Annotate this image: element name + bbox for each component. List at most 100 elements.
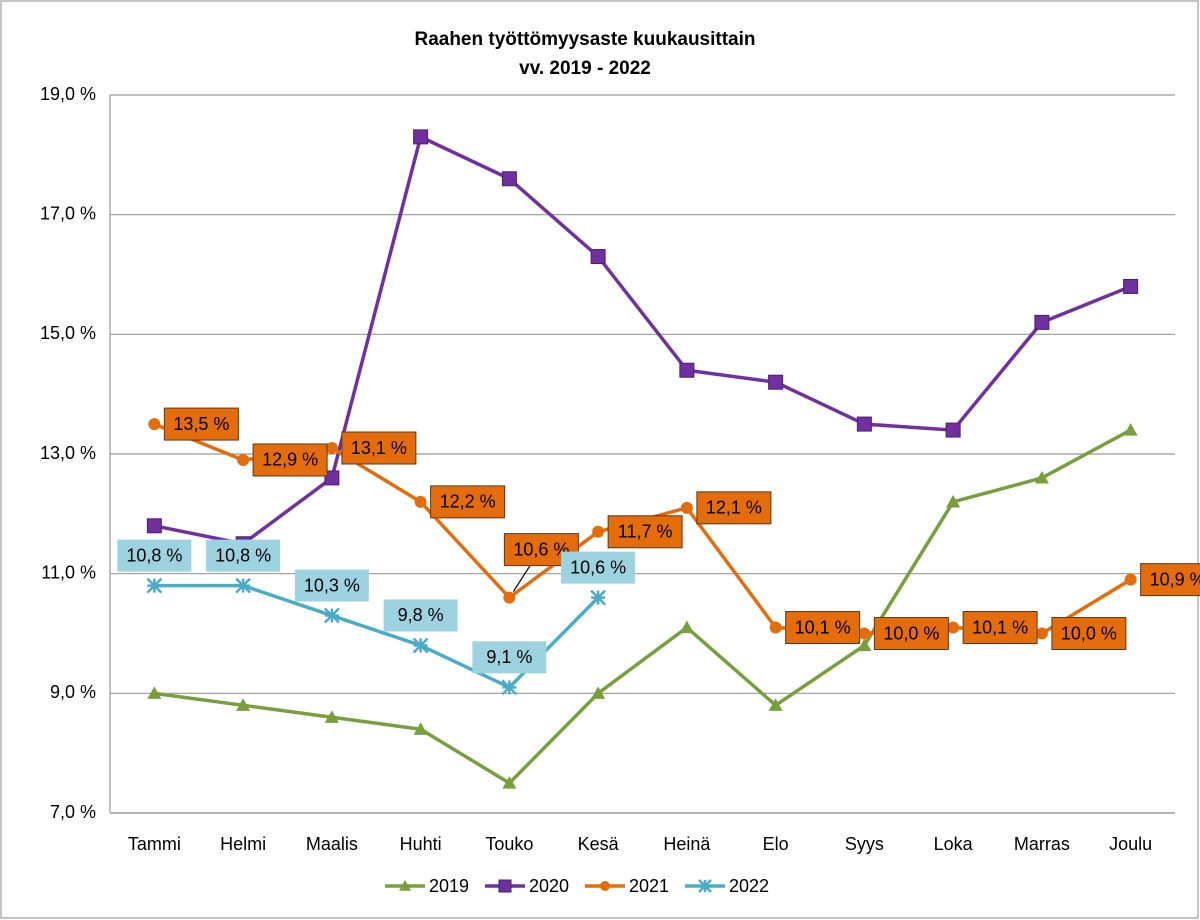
data-label-box [163, 407, 239, 441]
y-tick-label: 19,0 % [40, 84, 96, 104]
marker [236, 698, 251, 711]
marker [235, 577, 252, 594]
data-label: 11,7 % [618, 522, 673, 542]
marker [501, 171, 517, 187]
data-label-box [252, 443, 328, 477]
marker [1123, 278, 1139, 294]
marker [148, 418, 161, 431]
y-tick-label: 11,0 % [41, 562, 96, 582]
marker [412, 637, 429, 654]
marker [147, 686, 162, 699]
marker [324, 710, 339, 723]
data-label: 10,1 % [972, 617, 1028, 637]
data-label-box [294, 569, 369, 602]
data-label: 12,1 % [706, 498, 762, 518]
data-label: 12,9 % [262, 450, 318, 470]
data-label: 10,6 % [570, 557, 626, 577]
marker [323, 607, 340, 624]
marker [414, 495, 427, 508]
legend-label: 2022 [729, 876, 769, 896]
x-tick-label: Marras [1014, 834, 1070, 854]
marker [590, 589, 607, 606]
marker [325, 442, 338, 455]
legend-label: 2019 [429, 876, 469, 896]
x-tick-label: Joulu [1109, 834, 1152, 854]
chart-subtitle: vv. 2019 - 2022 [519, 58, 651, 79]
marker [413, 722, 428, 735]
data-label-box [607, 515, 683, 549]
marker [945, 422, 961, 438]
series-line [154, 428, 1132, 785]
marker [498, 879, 512, 893]
y-tick-label: 15,0 % [40, 323, 96, 343]
x-tick-label: Loka [934, 834, 974, 854]
data-label-box [472, 641, 547, 674]
legend-label: 2021 [629, 876, 669, 896]
legend-label: 2020 [529, 876, 569, 896]
marker [698, 879, 712, 893]
y-tick-label: 7,0 % [50, 802, 96, 822]
data-label-box [1140, 563, 1200, 597]
marker [1034, 314, 1050, 330]
data-label-box [696, 491, 772, 525]
data-label: 12,2 % [440, 492, 496, 512]
x-tick-label: Huhti [400, 834, 442, 854]
chart-title: Raahen työttömyysaste kuukausittain [414, 29, 755, 50]
data-label-box [383, 599, 458, 632]
marker [857, 638, 872, 652]
data-label: 10,0 % [883, 623, 939, 643]
marker [413, 129, 429, 145]
x-tick-label: Helmi [220, 834, 266, 854]
marker [679, 362, 695, 378]
data-label: 10,9 % [1150, 569, 1200, 589]
marker [1124, 573, 1137, 586]
data-label-box [430, 485, 506, 519]
data-label: 10,1 % [795, 617, 851, 637]
data-label-box [962, 611, 1038, 645]
marker [679, 620, 694, 634]
data-label: 13,1 % [351, 438, 407, 458]
marker [399, 880, 411, 891]
marker [1035, 627, 1048, 640]
data-label-box [785, 611, 861, 645]
marker [858, 627, 871, 640]
marker [324, 470, 340, 486]
data-label: 13,5 % [173, 414, 229, 434]
x-tick-label: Elo [763, 834, 789, 854]
marker [146, 518, 162, 534]
data-label: 9,1 % [486, 647, 532, 667]
marker [591, 686, 606, 699]
marker [946, 494, 961, 508]
data-label-box [561, 551, 636, 584]
marker [768, 374, 784, 390]
marker [769, 621, 782, 634]
marker [680, 501, 693, 514]
marker [503, 591, 516, 604]
data-label-box [1051, 617, 1127, 650]
y-tick-label: 9,0 % [50, 682, 96, 702]
marker [600, 881, 610, 891]
series-line [154, 135, 1132, 546]
data-label: 9,8 % [398, 605, 444, 625]
marker [592, 525, 605, 538]
marker [590, 249, 606, 265]
data-label-box [117, 539, 192, 572]
data-label: 10,3 % [304, 575, 360, 595]
marker [856, 416, 872, 432]
marker [146, 577, 163, 594]
marker [1123, 423, 1138, 436]
x-tick-label: Touko [485, 834, 533, 854]
data-label: 10,8 % [215, 545, 271, 565]
data-label: 10,6 % [513, 539, 569, 559]
y-tick-label: 13,0 % [40, 443, 96, 463]
data-label: 10,8 % [126, 545, 182, 565]
data-label-box [341, 431, 417, 465]
x-tick-label: Syys [845, 834, 884, 854]
data-label: 10,0 % [1061, 623, 1117, 643]
marker [502, 776, 517, 789]
marker [237, 453, 250, 466]
x-tick-label: Maalis [306, 834, 358, 854]
marker [768, 698, 783, 711]
